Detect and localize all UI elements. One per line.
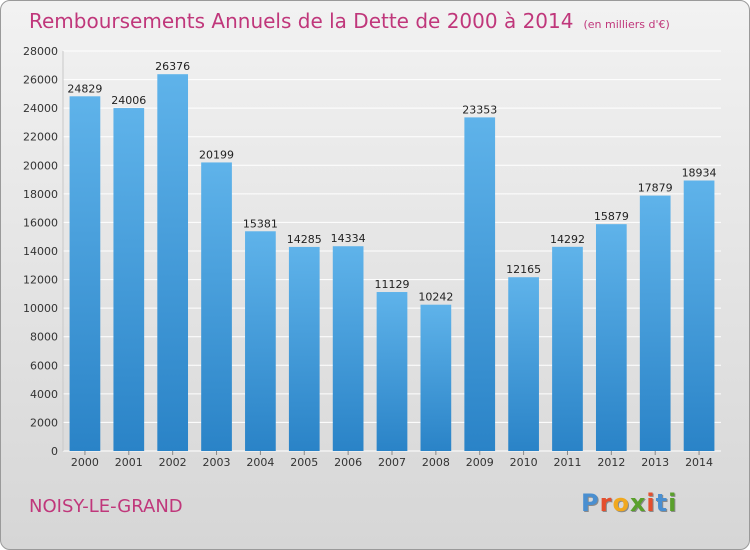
logo-letter: x	[629, 489, 647, 517]
y-tick-label: 18000	[23, 188, 58, 201]
bar	[464, 117, 496, 451]
bar	[157, 74, 189, 451]
x-axis-ticks: 2000 2001 2002 2003 2004 2005 2006 2007 2008 2009…	[71, 451, 713, 469]
chart-subtitle: (en milliers d'€)	[583, 18, 670, 31]
data-label: 23353	[462, 103, 497, 116]
y-tick-label: 2000	[30, 416, 58, 429]
bar	[552, 246, 583, 451]
y-tick-label: 6000	[30, 359, 58, 372]
x-tick-label: 2008	[422, 456, 450, 469]
y-tick-label: 0	[51, 445, 58, 458]
data-label: 14292	[550, 233, 585, 246]
data-label: 15879	[594, 210, 629, 223]
x-tick-label: 2005	[290, 456, 318, 469]
proxiti-logo: Proxiti	[581, 489, 677, 517]
data-labels: 24829 24006 26376 20199 15381 14285 14334 11129…	[67, 60, 716, 303]
y-tick-label: 16000	[23, 216, 58, 229]
data-label: 20199	[199, 148, 234, 161]
bar	[508, 277, 539, 451]
x-tick-label: 2004	[246, 456, 274, 469]
y-axis-ticks: 0 2000 4000 6000 8000 10000 12000 14000 16000 180…	[23, 45, 58, 458]
x-tick-label: 2010	[510, 456, 538, 469]
y-tick-label: 22000	[23, 131, 58, 144]
data-label: 26376	[155, 60, 190, 73]
bar	[245, 231, 276, 451]
logo-letter: i	[668, 489, 678, 517]
x-tick-label: 2013	[641, 456, 669, 469]
x-tick-label: 2002	[159, 456, 187, 469]
bar	[683, 180, 715, 451]
data-label: 17879	[638, 182, 673, 195]
x-tick-label: 2001	[115, 456, 143, 469]
data-label: 14334	[331, 232, 366, 245]
y-tick-label: 20000	[23, 159, 58, 172]
data-label: 18934	[682, 167, 717, 180]
x-tick-label: 2014	[685, 456, 713, 469]
bar	[288, 246, 320, 451]
data-label: 11129	[375, 278, 410, 291]
y-tick-label: 26000	[23, 74, 58, 87]
data-label: 15381	[243, 217, 278, 230]
x-tick-label: 2006	[334, 456, 362, 469]
logo-letter: o	[612, 489, 630, 517]
logo-letter: t	[655, 489, 669, 517]
data-label: 24829	[67, 82, 102, 95]
data-label: 12165	[506, 263, 541, 276]
data-label: 10242	[418, 291, 453, 304]
y-tick-label: 12000	[23, 274, 58, 287]
city-name: NOISY-LE-GRAND	[29, 496, 183, 517]
x-tick-label: 2007	[378, 456, 406, 469]
y-tick-label: 14000	[23, 245, 58, 258]
x-tick-label: 2012	[597, 456, 625, 469]
y-tick-label: 8000	[30, 331, 58, 344]
bar	[332, 246, 364, 451]
x-tick-label: 2003	[203, 456, 231, 469]
bar	[69, 96, 101, 452]
y-tick-label: 28000	[23, 45, 58, 58]
x-tick-label: 2009	[466, 456, 494, 469]
bar	[376, 292, 408, 451]
logo-letter: i	[646, 489, 656, 517]
bar	[595, 224, 627, 451]
data-label: 24006	[111, 94, 146, 107]
data-label: 14285	[287, 233, 322, 246]
bars	[69, 74, 715, 452]
bar	[639, 195, 671, 451]
chart-title: Remboursements Annuels de la Dette de 20…	[29, 9, 670, 33]
bar	[113, 108, 145, 452]
bar	[201, 162, 232, 451]
y-tick-label: 4000	[30, 388, 58, 401]
y-tick-label: 10000	[23, 302, 58, 315]
bar	[420, 304, 452, 451]
logo-letter: r	[599, 489, 613, 517]
title-text: Remboursements Annuels de la Dette de 20…	[29, 9, 574, 33]
logo-letter: P	[581, 489, 600, 517]
y-tick-label: 24000	[23, 102, 58, 115]
x-tick-label: 2000	[71, 456, 99, 469]
x-tick-label: 2011	[553, 456, 581, 469]
